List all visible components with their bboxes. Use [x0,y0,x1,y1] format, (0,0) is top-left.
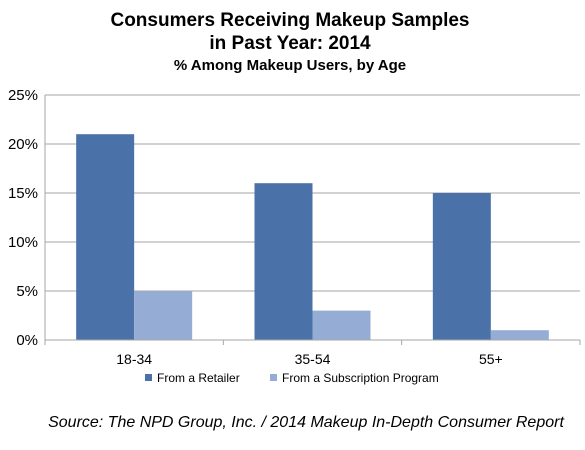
y-tick-label: 0% [16,332,38,349]
x-tick-label: 18-34 [116,351,152,367]
bar [490,330,549,340]
x-tick-label: 55+ [479,351,503,367]
chart-title-line1: Consumers Receiving Makeup Samples [110,10,469,31]
bar [432,193,491,340]
bar [134,291,193,340]
y-tick-label: 5% [16,283,38,300]
bar [254,183,313,340]
y-tick-label: 25% [8,87,38,104]
plot-area: 0% 5% 10% 15% 20% 25% 18-34 35-54 55+ [8,87,581,367]
legend-label: From a Retailer [157,371,240,385]
legend-swatch [270,374,277,381]
chart-subtitle: % Among Makeup Users, by Age [174,57,406,74]
legend-label: From a Subscription Program [282,371,439,385]
bar [76,134,135,340]
legend: From a Retailer From a Subscription Progr… [145,371,439,385]
source-note: Source: The NPD Group, Inc. / 2014 Makeu… [48,414,564,431]
y-tick-label: 20% [8,136,38,153]
x-tick-label: 35-54 [295,351,331,367]
bar [312,310,371,340]
y-tick-label: 15% [8,185,38,202]
legend-swatch [145,374,152,381]
chart-title-line2: in Past Year: 2014 [209,33,371,54]
y-tick-label: 10% [8,234,38,251]
